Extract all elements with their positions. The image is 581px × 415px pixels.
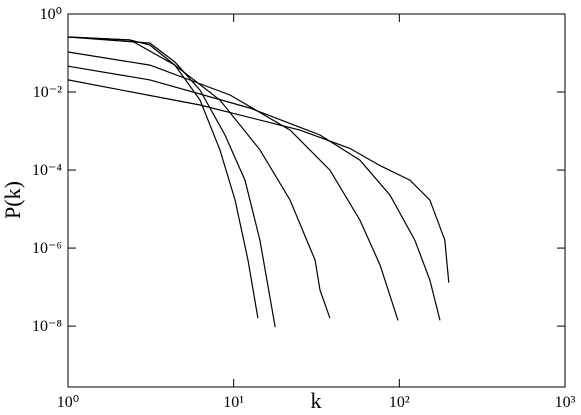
x-tick-label: 10² (389, 394, 410, 411)
y-tick-label: 10⁻⁶ (32, 240, 62, 257)
plot-frame (67, 13, 566, 388)
y-axis-title: P(k) (0, 181, 25, 219)
x-tick-label: 10¹ (223, 394, 244, 411)
y-tick-label: 10⁻² (33, 84, 62, 101)
series-line (67, 51, 399, 321)
y-tick-label: 10⁰ (40, 6, 62, 23)
x-axis-title: k (311, 388, 322, 413)
x-tick-label: 10³ (555, 394, 576, 411)
series-line (67, 36, 276, 328)
y-tick-label: 10⁻⁸ (32, 318, 62, 335)
series-line (67, 65, 441, 321)
series-line (67, 36, 331, 319)
y-tick-label: 10⁻⁴ (32, 162, 62, 179)
x-tick-label: 10⁰ (57, 394, 79, 411)
series-line (67, 36, 259, 319)
series-line (67, 79, 450, 283)
